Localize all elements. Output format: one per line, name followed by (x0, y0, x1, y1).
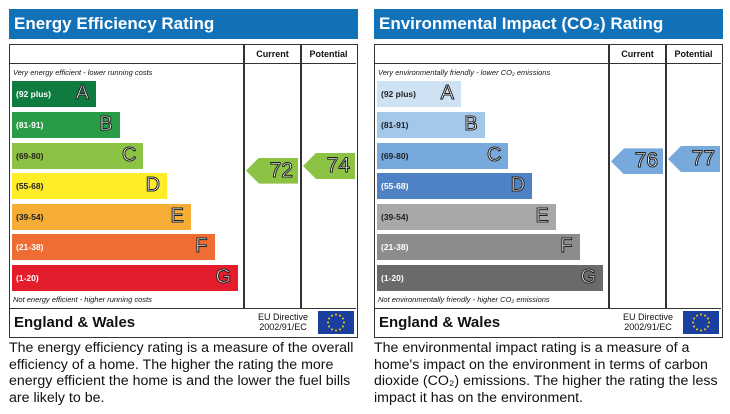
band-letter: G (580, 266, 597, 289)
directive-line1: EU Directive (257, 312, 308, 322)
current-rating-arrow: 72 (246, 157, 298, 184)
rating-bar-b: (81-91) B (12, 112, 120, 138)
band-letter: C (121, 144, 137, 167)
band-range: (81-91) (381, 120, 409, 130)
header-blank (375, 45, 609, 64)
energy-efficiency-panel: Energy Efficiency Rating Current Potential… (9, 9, 358, 409)
band-letter: D (510, 174, 526, 197)
environmental-impact-panel: Environmental Impact (CO₂) Rating Current… (374, 9, 723, 409)
rating-bar-d: (55-68) D (377, 173, 533, 199)
column-divider (300, 45, 302, 308)
band-range: (1-20) (381, 273, 404, 283)
header-blank (10, 45, 244, 64)
bottom-caption: Not energy efficient - higher running co… (13, 295, 152, 304)
rating-bar-f: (21-38) F (12, 234, 215, 260)
eu-directive: EU Directive 2002/91/EC (250, 312, 316, 332)
band-range: (81-91) (16, 120, 44, 130)
band-range: (55-68) (16, 181, 44, 191)
band-letter: F (560, 235, 573, 258)
band-range: (92 plus) (16, 89, 51, 99)
rating-bar-a: (92 plus) A (377, 81, 461, 107)
footer: England & Wales EU Directive 2002/91/EC (375, 308, 721, 337)
chart-title: Energy Efficiency Rating (9, 9, 358, 39)
header-current: Current (244, 45, 301, 64)
band-range: (21-38) (381, 242, 409, 252)
column-divider (608, 45, 610, 308)
rating-bar-b: (81-91) B (377, 112, 485, 138)
top-caption: Very energy efficient - lower running co… (13, 68, 153, 77)
eu-flag-icon (318, 311, 354, 334)
band-letter: C (486, 144, 502, 167)
band-letter: B (464, 113, 478, 136)
current-rating-value: 72 (269, 158, 293, 182)
band-letter: E (535, 205, 549, 228)
band-letter: E (170, 205, 184, 228)
region-label: England & Wales (14, 314, 136, 331)
header-potential: Potential (301, 45, 356, 64)
rating-bar-f: (21-38) F (377, 234, 580, 260)
rating-bar-g: (1-20) G (377, 265, 604, 291)
chart-title: Environmental Impact (CO₂) Rating (374, 9, 723, 39)
rating-bar-c: (69-80) C (377, 143, 509, 169)
column-divider (243, 45, 245, 308)
rating-table: Current Potential Very environmentally fri… (374, 44, 723, 338)
current-rating-arrow: 76 (611, 148, 663, 175)
band-range: (92 plus) (381, 89, 416, 99)
description: The energy efficiency rating is a measur… (9, 340, 354, 406)
band-letter: B (99, 113, 113, 136)
band-range: (21-38) (16, 242, 44, 252)
band-range: (1-20) (16, 273, 39, 283)
column-divider (665, 45, 667, 308)
current-rating-value: 76 (634, 149, 658, 173)
region-label: England & Wales (379, 314, 501, 331)
rating-bar-c: (69-80) C (12, 143, 144, 169)
band-range: (39-54) (16, 212, 44, 222)
footer: England & Wales EU Directive 2002/91/EC (10, 308, 356, 337)
eu-flag-icon (683, 311, 719, 334)
bottom-caption: Not environmentally friendly - higher CO… (378, 295, 550, 304)
rating-bar-d: (55-68) D (12, 173, 168, 199)
top-caption: Very environmentally friendly - lower CO… (378, 68, 551, 77)
directive-line2: 2002/91/EC (624, 322, 672, 332)
potential-rating-arrow: 77 (668, 146, 720, 172)
description: The environmental impact rating is a mea… (374, 340, 718, 406)
band-letter: F (195, 235, 208, 258)
potential-rating-value: 77 (691, 147, 715, 171)
band-range: (69-80) (16, 151, 44, 161)
directive-line2: 2002/91/EC (259, 322, 307, 332)
band-letter: G (215, 266, 232, 289)
rating-bar-e: (39-54) E (12, 204, 191, 230)
rating-bar-e: (39-54) E (377, 204, 556, 230)
rating-bar-a: (92 plus) A (12, 81, 96, 107)
eu-directive: EU Directive 2002/91/EC (615, 312, 681, 332)
header-current: Current (609, 45, 666, 64)
band-letter: A (440, 82, 454, 105)
band-letter: D (145, 174, 161, 197)
band-range: (39-54) (381, 212, 409, 222)
rating-table: Current Potential Very energy efficient - … (9, 44, 358, 338)
band-range: (55-68) (381, 181, 409, 191)
band-letter: A (75, 82, 89, 105)
directive-line1: EU Directive (622, 312, 673, 322)
band-range: (69-80) (381, 151, 409, 161)
rating-bar-g: (1-20) G (12, 265, 239, 291)
potential-rating-value: 74 (326, 154, 350, 178)
potential-rating-arrow: 74 (303, 153, 355, 179)
header-potential: Potential (666, 45, 721, 64)
